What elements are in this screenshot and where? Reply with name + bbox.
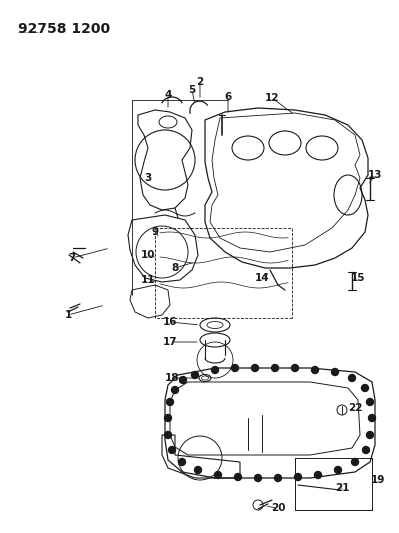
Text: 17: 17	[163, 337, 177, 347]
Text: 10: 10	[141, 250, 155, 260]
Text: 8: 8	[172, 263, 179, 273]
Circle shape	[194, 466, 201, 473]
Text: 4: 4	[164, 90, 172, 100]
Circle shape	[172, 386, 178, 393]
Circle shape	[363, 447, 369, 454]
Circle shape	[332, 368, 338, 376]
Circle shape	[367, 399, 373, 406]
Text: 92758 1200: 92758 1200	[18, 22, 110, 36]
Text: 1: 1	[64, 310, 72, 320]
Text: 11: 11	[141, 275, 155, 285]
Circle shape	[275, 474, 282, 481]
Circle shape	[166, 399, 174, 406]
Circle shape	[255, 474, 261, 481]
Circle shape	[334, 466, 342, 473]
Circle shape	[292, 365, 298, 372]
Text: 18: 18	[165, 373, 179, 383]
Circle shape	[192, 372, 198, 378]
Circle shape	[271, 365, 279, 372]
Text: 12: 12	[265, 93, 279, 103]
Circle shape	[251, 365, 259, 372]
Circle shape	[361, 384, 369, 392]
Circle shape	[312, 367, 318, 374]
Text: 19: 19	[371, 475, 385, 485]
Text: 22: 22	[348, 403, 362, 413]
Circle shape	[211, 367, 219, 374]
Circle shape	[294, 473, 302, 481]
Text: 2: 2	[196, 77, 203, 87]
Text: 15: 15	[351, 273, 365, 283]
Circle shape	[164, 432, 172, 439]
Text: 20: 20	[271, 503, 285, 513]
Circle shape	[215, 472, 221, 479]
Circle shape	[235, 473, 241, 481]
Circle shape	[367, 432, 373, 439]
Text: 9: 9	[152, 227, 158, 237]
Circle shape	[348, 375, 356, 382]
Text: 3: 3	[144, 173, 152, 183]
Text: 16: 16	[163, 317, 177, 327]
Circle shape	[314, 472, 322, 479]
Text: 6: 6	[224, 92, 232, 102]
Text: 13: 13	[368, 170, 382, 180]
Text: 7: 7	[68, 253, 76, 263]
Circle shape	[178, 458, 186, 465]
Circle shape	[231, 365, 239, 372]
Circle shape	[352, 458, 358, 465]
Text: 21: 21	[335, 483, 349, 493]
Circle shape	[369, 415, 375, 422]
Text: 14: 14	[255, 273, 269, 283]
Circle shape	[168, 447, 176, 454]
Circle shape	[164, 415, 172, 422]
Text: 5: 5	[188, 85, 196, 95]
Circle shape	[180, 376, 186, 384]
